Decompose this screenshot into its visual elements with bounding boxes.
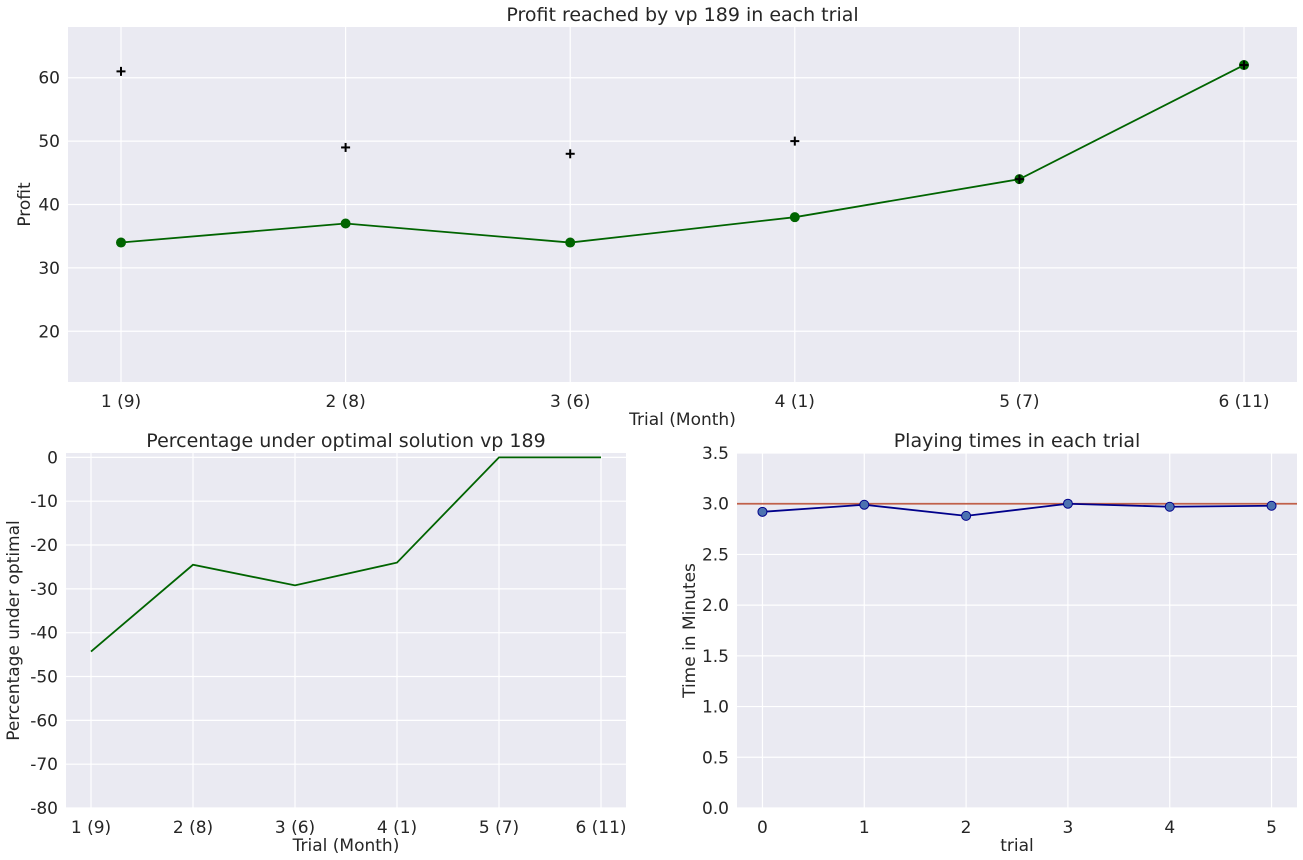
x-tick-label: 3 — [1062, 818, 1073, 838]
data-point — [565, 237, 576, 248]
y-tick-label: 1.0 — [702, 698, 729, 718]
playing-times-chart-title: Playing times in each trial — [894, 430, 1141, 452]
x-tick-label: 1 — [859, 818, 870, 838]
percentage-ticks: 1 (9) 2 (8) 3 (6) 4 (1) 5 (7) 6 (11) 0 -10 -20 -3… — [30, 448, 626, 838]
x-tick-label: 4 (1) — [377, 818, 417, 838]
y-tick-label: 0.0 — [702, 799, 729, 819]
series-line — [90, 456, 601, 653]
playing-times-ticks: 0 1 2 3 4 5 0.0 0.5 1.0 1.5 2.0 2.5 3.0 3.5 — [702, 444, 1277, 838]
profit-chart-title: Profit reached by vp 189 in each trial — [506, 4, 858, 26]
profit-y-axis-label: Profit — [15, 182, 35, 227]
x-tick-label: 4 (1) — [775, 392, 815, 412]
x-tick-label: 3 (6) — [275, 818, 315, 838]
data-point — [1164, 501, 1175, 512]
profit-ticks: 1 (9) 2 (8) 3 (6) 4 (1) 5 (7) 6 (11) 20 30 40 50 6… — [38, 69, 1269, 412]
y-tick-label: -20 — [30, 536, 58, 556]
data-point-plus — [1239, 60, 1249, 70]
x-tick-label: 1 (9) — [71, 818, 111, 838]
percentage-x-axis-label: Trial (Month) — [292, 836, 400, 856]
y-tick-label: 40 — [38, 196, 60, 216]
playing-times-chart: 0 1 2 3 4 5 0.0 0.5 1.0 1.5 2.0 2.5 3.0 3.5 Playing t… — [680, 430, 1297, 856]
series-line — [762, 502, 1272, 517]
y-tick-label: 3.0 — [702, 495, 729, 515]
profit-x-axis-label: Trial (Month) — [628, 410, 736, 430]
x-tick-label: 1 (9) — [101, 392, 141, 412]
data-point-plus — [1014, 174, 1024, 184]
playing-times-marks — [737, 498, 1297, 521]
y-tick-label: 1.5 — [702, 647, 729, 667]
y-tick-label: -60 — [30, 711, 58, 731]
y-tick-label: 3.5 — [702, 444, 729, 464]
x-tick-label: 2 — [961, 818, 972, 838]
x-tick-label: 2 (8) — [325, 392, 365, 412]
x-tick-label: 2 (8) — [173, 818, 213, 838]
y-tick-label: -80 — [30, 799, 58, 819]
profit-chart: 1 (9) 2 (8) 3 (6) 4 (1) 5 (7) 6 (11) 20 30 40 50 6… — [15, 4, 1297, 430]
y-tick-label: 30 — [38, 259, 60, 279]
y-tick-label: -30 — [30, 580, 58, 600]
data-point — [961, 510, 972, 521]
percentage-y-axis-label: Percentage under optimal — [4, 520, 24, 741]
percentage-marks — [90, 456, 601, 653]
percentage-plot-area — [66, 453, 626, 808]
y-tick-label: 0.5 — [702, 748, 729, 768]
playing-times-y-axis-label: Time in Minutes — [680, 563, 700, 699]
percentage-chart-title: Percentage under optimal solution vp 189 — [146, 430, 545, 452]
y-tick-label: 2.0 — [702, 596, 729, 616]
x-tick-label: 5 (7) — [479, 818, 519, 838]
profit-grid — [68, 27, 1297, 382]
y-tick-label: -50 — [30, 668, 58, 688]
data-point — [340, 218, 351, 229]
x-tick-label: 0 — [757, 818, 768, 838]
profit-marks — [116, 60, 1249, 248]
x-tick-label: 6 (11) — [575, 818, 626, 838]
y-tick-label: -10 — [30, 492, 58, 512]
playing-times-plot-area — [737, 453, 1297, 808]
series-line — [120, 64, 1245, 244]
data-point-plus — [790, 136, 800, 146]
data-point — [789, 212, 800, 223]
data-point — [116, 237, 126, 248]
data-point — [859, 499, 870, 510]
x-tick-label: 4 — [1164, 818, 1175, 838]
percentage-chart: 1 (9) 2 (8) 3 (6) 4 (1) 5 (7) 6 (11) 0 -10 -20 -3… — [4, 430, 627, 856]
x-tick-label: 6 (11) — [1218, 392, 1269, 412]
x-tick-label: 5 — [1266, 818, 1277, 838]
y-tick-label: -70 — [30, 755, 58, 775]
data-point-plus — [116, 66, 126, 76]
data-point-plus — [341, 142, 351, 152]
data-point — [1062, 498, 1073, 509]
y-tick-label: 50 — [38, 132, 60, 152]
y-tick-label: -40 — [30, 624, 58, 644]
y-tick-label: 0 — [47, 448, 58, 468]
data-point — [757, 506, 768, 517]
x-tick-label: 3 (6) — [550, 392, 590, 412]
y-tick-label: 2.5 — [702, 545, 729, 565]
playing-times-x-axis-label: trial — [1000, 836, 1034, 856]
data-point — [1266, 500, 1277, 511]
x-tick-label: 5 (7) — [999, 392, 1039, 412]
data-point-plus — [565, 149, 575, 159]
y-tick-label: 20 — [38, 322, 60, 342]
y-tick-label: 60 — [38, 69, 60, 89]
